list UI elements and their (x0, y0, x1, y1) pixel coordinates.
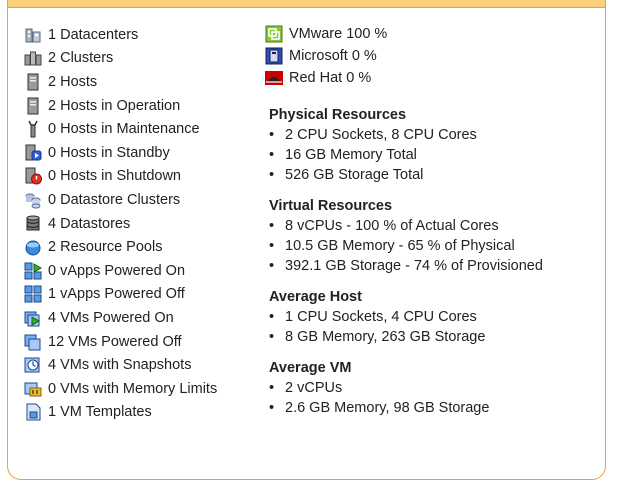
inventory-item-vapps-on: 0 vApps Powered On (24, 259, 217, 283)
datastore-cluster-icon (24, 191, 42, 209)
redhat-icon (265, 69, 283, 87)
inventory-item-clusters: 2 Clusters (24, 47, 217, 71)
inventory-label: 0 Hosts in Shutdown (48, 168, 181, 185)
datastore-icon (24, 215, 42, 233)
inventory-label: 0 Hosts in Maintenance (48, 121, 200, 138)
list-item: 8 vCPUs - 100 % of Actual Cores (269, 216, 595, 236)
list-item: 2.6 GB Memory, 98 GB Storage (269, 398, 595, 418)
inventory-label: 1 vApps Powered Off (48, 286, 185, 303)
inventory-label: 0 Datastore Clusters (48, 191, 181, 208)
average-vm-section: Average VM 2 vCPUs 2.6 GB Memory, 98 GB … (269, 358, 595, 418)
inventory-label: 2 Clusters (48, 50, 114, 67)
os-label: Microsoft 0 % (289, 48, 377, 64)
inventory-item-hosts-standby: 0 Hosts in Standby (24, 141, 217, 165)
maintenance-icon (24, 120, 42, 138)
inventory-item-vms-off: 12 VMs Powered Off (24, 330, 217, 354)
list-item: 10.5 GB Memory - 65 % of Physical (269, 236, 595, 256)
inventory-label: 2 Hosts in Operation (48, 97, 181, 114)
physical-resources-section: Physical Resources 2 CPU Sockets, 8 CPU … (269, 105, 595, 185)
inventory-item-hosts-maintenance: 0 Hosts in Maintenance (24, 117, 217, 141)
section-title: Physical Resources (269, 107, 407, 123)
inventory-item-datastore-clusters: 0 Datastore Clusters (24, 188, 217, 212)
vm-off-icon (24, 333, 42, 351)
list-item: 8 GB Memory, 263 GB Storage (269, 327, 595, 347)
os-item-vmware: VMware 100 % (265, 23, 595, 45)
inventory-label: 1 Datacenters (48, 26, 139, 43)
cluster-icon (24, 49, 42, 67)
inventory-item-resource-pools: 2 Resource Pools (24, 235, 217, 259)
inventory-label: 4 Datastores (48, 215, 131, 232)
inventory-label: 0 vApps Powered On (48, 262, 186, 279)
inventory-item-vms-on: 4 VMs Powered On (24, 306, 217, 330)
inventory-item-vapps-off: 1 vApps Powered Off (24, 283, 217, 307)
virtual-resources-section: Virtual Resources 8 vCPUs - 100 % of Act… (269, 196, 595, 276)
section-title: Average Host (269, 289, 362, 305)
list-item: 526 GB Storage Total (269, 165, 595, 185)
memory-limit-icon (24, 380, 42, 398)
list-item: 1 CPU Sockets, 4 CPU Cores (269, 307, 595, 327)
snapshot-icon (24, 356, 42, 374)
microsoft-icon (265, 47, 283, 65)
inventory-label: 4 VMs Powered On (48, 309, 174, 326)
inventory-label: 12 VMs Powered Off (48, 333, 182, 350)
inventory-item-hosts: 2 Hosts (24, 70, 217, 94)
average-host-section: Average Host 1 CPU Sockets, 4 CPU Cores … (269, 287, 595, 347)
os-label: VMware 100 % (289, 26, 388, 42)
vapp-on-icon (24, 262, 42, 280)
inventory-label: 4 VMs with Snapshots (48, 357, 192, 374)
inventory-item-hosts-shutdown: 0 Hosts in Shutdown (24, 165, 217, 189)
os-label: Red Hat 0 % (289, 70, 372, 86)
section-title: Virtual Resources (269, 198, 393, 214)
inventory-item-datacenters: 1 Datacenters (24, 23, 217, 47)
inventory-label: 2 Resource Pools (48, 239, 163, 256)
resource-pool-icon (24, 238, 42, 256)
inventory-item-datastores: 4 Datastores (24, 212, 217, 236)
host-icon (24, 73, 42, 91)
template-icon (24, 403, 42, 421)
inventory-label: 1 VM Templates (48, 404, 152, 421)
list-item: 2 CPU Sockets, 8 CPU Cores (269, 125, 595, 145)
list-item: 392.1 GB Storage - 74 % of Provisioned (269, 256, 595, 276)
list-item: 16 GB Memory Total (269, 145, 595, 165)
inventory-label: 0 Hosts in Standby (48, 144, 170, 161)
os-item-microsoft: Microsoft 0 % (265, 45, 595, 67)
datacenter-icon (24, 26, 42, 44)
vapp-off-icon (24, 285, 42, 303)
vmware-icon (265, 25, 283, 43)
inventory-item-hosts-operation: 2 Hosts in Operation (24, 94, 217, 118)
host-operation-icon (24, 97, 42, 115)
os-item-redhat: Red Hat 0 % (265, 67, 595, 89)
inventory-label: 2 Hosts (48, 73, 98, 90)
panel-header-bar (7, 0, 606, 8)
inventory-item-vms-memory-limits: 0 VMs with Memory Limits (24, 377, 217, 401)
list-item: 2 vCPUs (269, 378, 595, 398)
inventory-item-vms-snapshots: 4 VMs with Snapshots (24, 353, 217, 377)
standby-icon (24, 144, 42, 162)
vm-on-icon (24, 309, 42, 327)
inventory-label: 0 VMs with Memory Limits (48, 380, 218, 397)
inventory-item-vm-templates: 1 VM Templates (24, 401, 217, 425)
shutdown-icon (24, 167, 42, 185)
resources-column: VMware 100 % Microsoft 0 % Red Hat 0 % P… (265, 23, 595, 418)
section-title: Average VM (269, 360, 352, 376)
inventory-list: 1 Datacenters 2 Clusters 2 Hosts 2 Hosts… (24, 23, 217, 424)
